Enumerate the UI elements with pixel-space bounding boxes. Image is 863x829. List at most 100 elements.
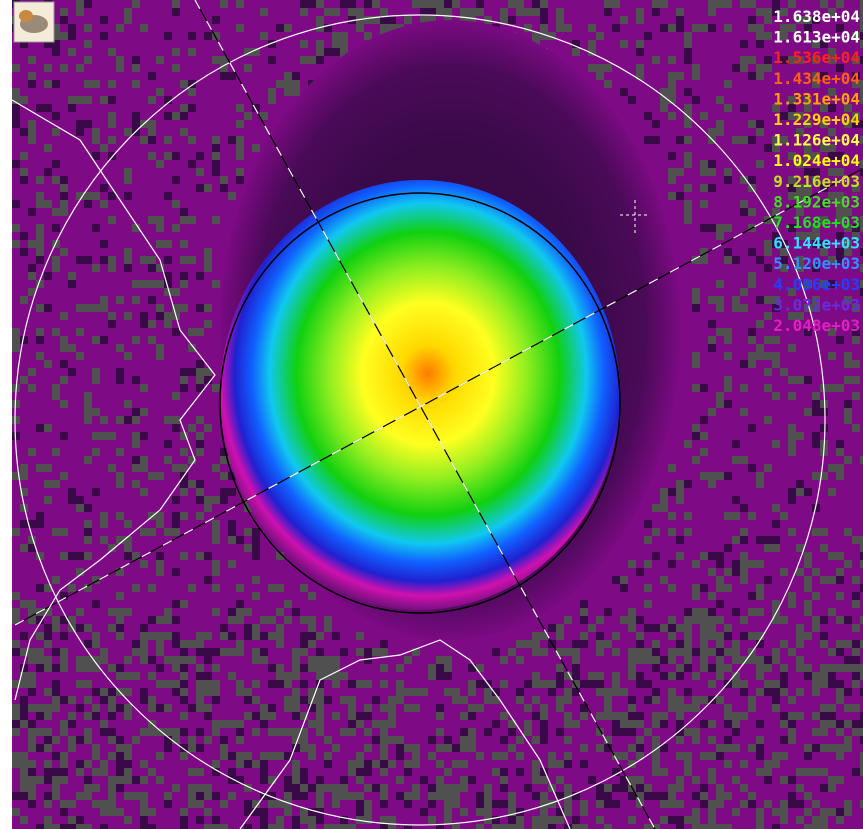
noise-pixel [52, 648, 60, 656]
noise-pixel [756, 296, 764, 304]
noise-pixel [260, 32, 268, 40]
noise-pixel [724, 400, 732, 408]
noise-pixel [772, 824, 780, 829]
noise-pixel [524, 704, 532, 712]
noise-pixel [532, 8, 540, 16]
noise-pixel [516, 8, 524, 16]
noise-pixel [620, 752, 628, 760]
noise-pixel [428, 736, 436, 744]
noise-pixel [788, 496, 796, 504]
noise-pixel [164, 616, 172, 624]
noise-pixel [812, 800, 820, 808]
noise-pixel [604, 800, 612, 808]
noise-pixel [68, 32, 76, 40]
noise-pixel [404, 656, 412, 664]
noise-pixel [124, 672, 132, 680]
noise-pixel [124, 704, 132, 712]
noise-pixel [172, 328, 180, 336]
noise-pixel [308, 816, 316, 824]
noise-pixel [60, 776, 68, 784]
noise-pixel [532, 712, 540, 720]
noise-pixel [828, 256, 836, 264]
noise-pixel [180, 240, 188, 248]
noise-pixel [660, 744, 668, 752]
noise-pixel [28, 536, 36, 544]
noise-pixel [12, 640, 20, 648]
noise-pixel [628, 728, 636, 736]
noise-pixel [516, 688, 524, 696]
noise-pixel [44, 712, 52, 720]
noise-pixel [244, 624, 252, 632]
noise-pixel [580, 640, 588, 648]
noise-pixel [204, 368, 212, 376]
noise-pixel [564, 824, 572, 829]
noise-pixel [28, 784, 36, 792]
noise-pixel [52, 40, 60, 48]
noise-pixel [844, 664, 852, 672]
noise-pixel [108, 312, 116, 320]
legend-label: 9.216e+03 [773, 172, 860, 191]
noise-pixel [52, 264, 60, 272]
noise-pixel [748, 136, 756, 144]
noise-pixel [204, 552, 212, 560]
noise-pixel [844, 224, 852, 232]
noise-pixel [140, 696, 148, 704]
noise-pixel [28, 120, 36, 128]
noise-pixel [476, 800, 484, 808]
noise-pixel [212, 720, 220, 728]
noise-pixel [140, 728, 148, 736]
noise-pixel [204, 256, 212, 264]
noise-pixel [708, 568, 716, 576]
noise-pixel [796, 192, 804, 200]
noise-pixel [708, 816, 716, 824]
noise-pixel [20, 600, 28, 608]
noise-pixel [844, 120, 852, 128]
noise-pixel [500, 800, 508, 808]
noise-pixel [220, 0, 228, 8]
app-icon[interactable] [13, 1, 55, 43]
noise-pixel [172, 392, 180, 400]
noise-pixel [636, 672, 644, 680]
noise-pixel [300, 712, 308, 720]
noise-pixel [788, 392, 796, 400]
noise-pixel [260, 808, 268, 816]
noise-pixel [836, 256, 844, 264]
noise-pixel [804, 168, 812, 176]
noise-pixel [116, 744, 124, 752]
noise-pixel [380, 736, 388, 744]
noise-pixel [532, 0, 540, 8]
noise-pixel [212, 144, 220, 152]
noise-pixel [652, 824, 660, 829]
noise-pixel [596, 640, 604, 648]
noise-pixel [108, 432, 116, 440]
noise-pixel [756, 640, 764, 648]
noise-pixel [84, 80, 92, 88]
noise-pixel [860, 584, 863, 592]
noise-pixel [476, 792, 484, 800]
noise-pixel [724, 80, 732, 88]
noise-pixel [108, 800, 116, 808]
noise-pixel [116, 480, 124, 488]
noise-pixel [668, 560, 676, 568]
noise-pixel [244, 528, 252, 536]
noise-pixel [340, 824, 348, 829]
noise-pixel [132, 224, 140, 232]
noise-pixel [484, 728, 492, 736]
noise-pixel [212, 688, 220, 696]
noise-pixel [20, 472, 28, 480]
noise-pixel [668, 192, 676, 200]
noise-pixel [44, 304, 52, 312]
noise-pixel [836, 576, 844, 584]
noise-pixel [756, 344, 764, 352]
noise-pixel [596, 816, 604, 824]
noise-pixel [532, 680, 540, 688]
noise-pixel [100, 144, 108, 152]
noise-pixel [764, 368, 772, 376]
noise-pixel [860, 560, 863, 568]
noise-pixel [196, 360, 204, 368]
noise-pixel [820, 816, 828, 824]
noise-pixel [268, 40, 276, 48]
noise-pixel [52, 616, 60, 624]
noise-pixel [708, 752, 716, 760]
noise-pixel [644, 136, 652, 144]
